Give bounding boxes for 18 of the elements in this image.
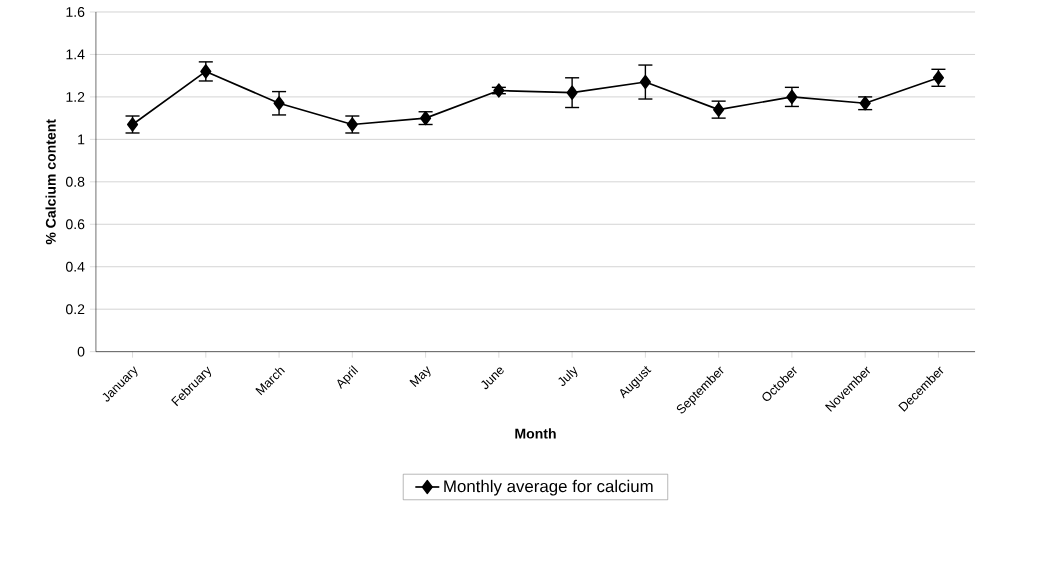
y-tick-label: 1.4	[66, 49, 85, 60]
y-tick-label: 1	[78, 134, 85, 144]
y-tick-label: 1.2	[66, 91, 85, 102]
point	[200, 64, 212, 79]
y-tick-label: 0.2	[65, 304, 85, 314]
x-tick-label: May	[409, 365, 431, 387]
legend-label: Monthly average for calcium	[444, 479, 653, 496]
point	[566, 85, 578, 100]
x-axis-title: Month	[515, 428, 556, 439]
y-tick-label: 0	[77, 346, 85, 357]
point	[273, 95, 285, 111]
y-tick-label: 0.6	[65, 219, 85, 230]
y-axis-title: % Calcium content	[45, 118, 56, 245]
x-tick-label: July	[558, 366, 578, 386]
y-tick-label: 0.8	[65, 176, 85, 187]
point	[639, 74, 651, 90]
y-tick-label: 1.6	[66, 6, 85, 17]
y-tick-label: 0.4	[65, 261, 85, 272]
